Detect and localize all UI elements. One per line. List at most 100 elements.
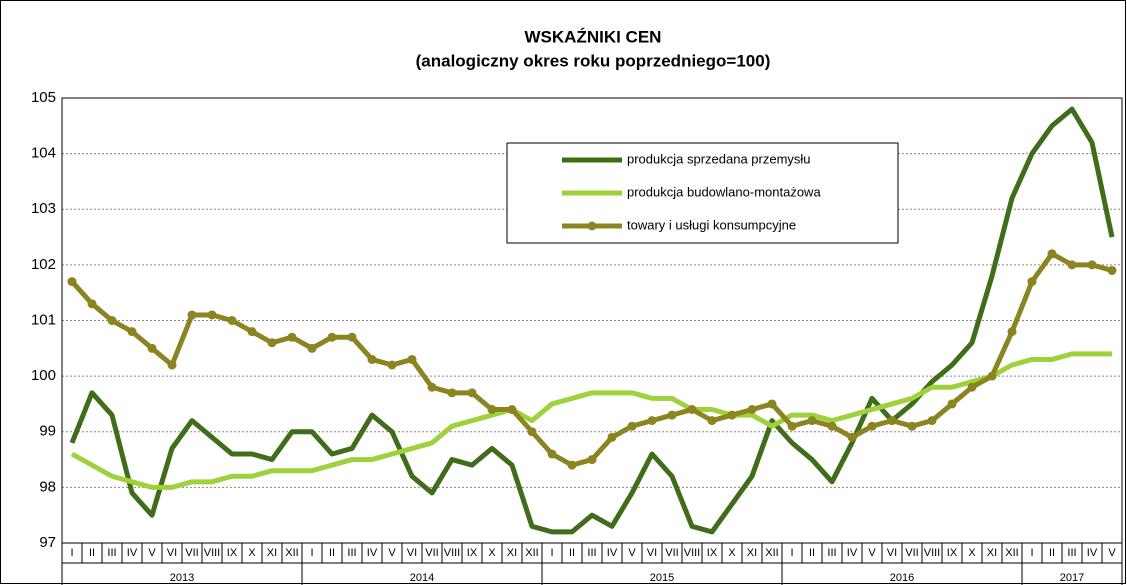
- series-marker: [667, 410, 677, 420]
- x-tick-label: VI: [407, 547, 417, 559]
- series-marker: [1027, 277, 1037, 287]
- x-tick-label: VII: [425, 547, 438, 559]
- series-marker: [407, 354, 417, 364]
- series-marker: [187, 310, 197, 320]
- x-tick-label: VIII: [444, 547, 461, 559]
- x-tick-label: V: [628, 547, 636, 559]
- series-marker: [1047, 249, 1057, 259]
- series-marker: [507, 405, 517, 414]
- chart-subtitle: (analogiczny okres roku poprzedniego=100…: [416, 51, 771, 70]
- series-marker: [947, 399, 957, 409]
- x-tick-label: IV: [127, 547, 138, 559]
- year-label: 2016: [890, 572, 914, 584]
- series-marker: [747, 405, 757, 414]
- series-marker: [547, 449, 557, 459]
- series-line: [69, 106, 1115, 535]
- series-marker: [227, 316, 237, 325]
- series-marker: [727, 410, 737, 420]
- y-tick-label: 104: [31, 145, 56, 162]
- x-tick-label: IX: [227, 547, 238, 559]
- x-tick-label: XI: [507, 547, 517, 559]
- y-tick-label: 105: [31, 89, 56, 106]
- series-marker: [907, 421, 917, 431]
- series-marker: [587, 455, 597, 465]
- x-tick-label: III: [347, 547, 356, 559]
- x-tick-label: V: [388, 547, 396, 559]
- series-marker: [387, 360, 397, 370]
- series-marker: [707, 416, 717, 426]
- chart-title: WSKAŹNIKI CEN: [525, 27, 662, 46]
- x-tick-label: V: [148, 547, 156, 559]
- x-tick-label: VIII: [204, 547, 221, 559]
- series-marker: [267, 338, 277, 348]
- series-marker: [807, 416, 817, 426]
- year-label: 2017: [1060, 572, 1084, 584]
- x-tick-label: VII: [905, 547, 918, 559]
- x-tick-label: II: [89, 547, 95, 559]
- series-marker: [247, 327, 257, 337]
- series-marker: [627, 421, 637, 431]
- legend-label: produkcja budowlano-montażowa: [627, 184, 821, 199]
- series-marker: [367, 354, 377, 364]
- plot-border: [61, 97, 1123, 544]
- x-tick-label: IX: [467, 547, 478, 559]
- series-marker: [567, 460, 577, 470]
- series-marker: [347, 332, 357, 342]
- legend-label: produkcja sprzedana przemysłu: [627, 151, 811, 166]
- x-tick-label: X: [248, 547, 256, 559]
- series-marker: [607, 432, 617, 442]
- x-tick-label: I: [550, 547, 553, 559]
- series-marker: [67, 277, 77, 287]
- x-tick-label: XII: [1005, 547, 1018, 559]
- x-tick-label: X: [968, 547, 976, 559]
- series-marker: [487, 405, 497, 414]
- x-tick-label: VII: [665, 547, 678, 559]
- series-marker: [207, 310, 217, 320]
- y-tick-label: 100: [31, 367, 56, 384]
- x-tick-label: I: [310, 547, 313, 559]
- x-tick-label: IV: [607, 547, 618, 559]
- x-tick-label: XI: [267, 547, 277, 559]
- year-label: 2013: [170, 572, 194, 584]
- series-marker: [1107, 265, 1117, 275]
- series-marker: [1087, 260, 1097, 270]
- series-marker: [327, 332, 337, 342]
- series-marker: [167, 360, 177, 370]
- x-tick-label: I: [70, 547, 73, 559]
- x-tick-label: XI: [747, 547, 757, 559]
- year-label: 2015: [650, 572, 674, 584]
- year-label: 2014: [410, 572, 434, 584]
- y-tick-label: 97: [39, 534, 56, 551]
- series-marker: [787, 421, 797, 431]
- x-tick-label: I: [790, 547, 793, 559]
- series-marker: [767, 399, 777, 409]
- series-marker: [967, 382, 977, 392]
- x-tick-label: VI: [167, 547, 177, 559]
- x-tick-label: I: [1030, 547, 1033, 559]
- x-tick-label: V: [1108, 547, 1116, 559]
- series-marker: [127, 327, 137, 337]
- x-tick-label: III: [1067, 547, 1076, 559]
- x-tick-label: III: [587, 547, 596, 559]
- series-marker: [87, 299, 97, 309]
- series-marker: [527, 427, 537, 437]
- x-tick-label: III: [827, 547, 836, 559]
- series-marker: [1007, 327, 1017, 337]
- series-marker: [987, 371, 997, 381]
- x-tick-label: XI: [987, 547, 997, 559]
- x-tick-label: II: [809, 547, 815, 559]
- series-marker: [887, 416, 897, 426]
- series-marker: [147, 343, 157, 353]
- x-tick-label: II: [1049, 547, 1055, 559]
- y-tick-label: 99: [39, 423, 56, 440]
- y-tick-label: 103: [31, 200, 56, 217]
- x-tick-label: X: [728, 547, 736, 559]
- x-tick-label: XII: [525, 547, 538, 559]
- x-tick-label: VI: [887, 547, 897, 559]
- x-tick-label: II: [569, 547, 575, 559]
- series-line: [70, 351, 1112, 490]
- series-marker: [647, 416, 657, 426]
- series-marker: [1067, 260, 1077, 270]
- x-tick-label: IV: [1087, 547, 1098, 559]
